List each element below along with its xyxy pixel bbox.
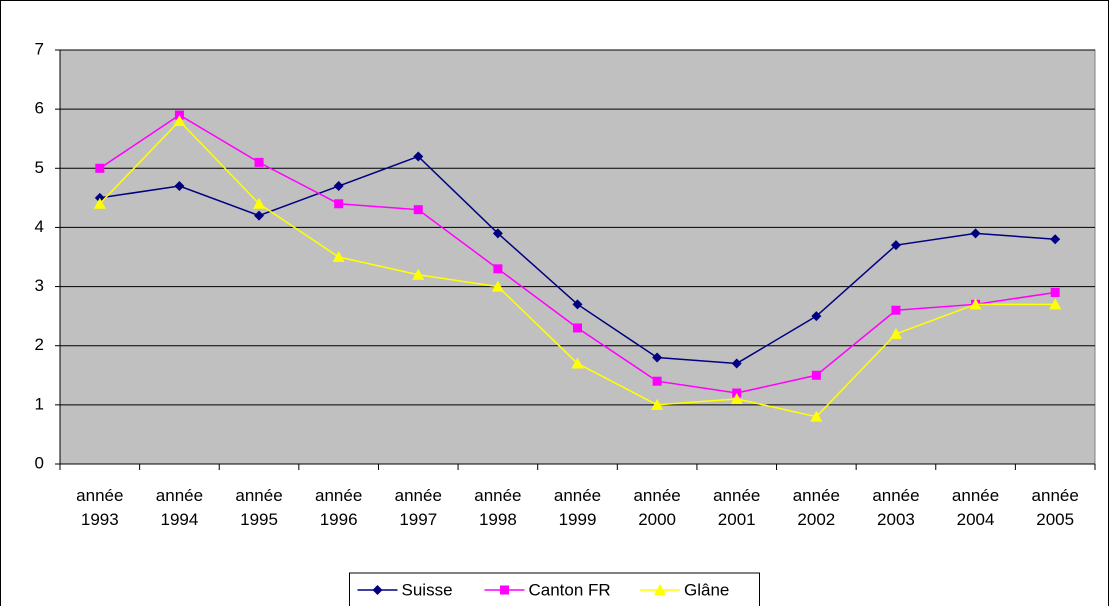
marker [730,392,743,404]
marker [173,114,186,126]
x-tick-label: année 1994 [155,486,204,529]
marker [651,398,664,410]
y-tick-label: 2 [35,335,44,354]
x-tick-label: année 1993 [76,486,124,529]
marker [1050,287,1060,297]
marker [811,370,821,380]
marker [500,585,509,595]
x-tick-label: année 1995 [235,486,283,529]
legend-box [349,572,760,606]
y-tick-label: 0 [35,453,44,472]
marker [970,228,981,239]
marker [333,181,344,192]
marker [413,151,424,162]
legend-label: Glâne [684,580,729,599]
marker [412,268,425,280]
marker [652,352,663,363]
x-tick-label: année 2001 [713,486,761,529]
x-tick-label: année 1996 [315,486,363,529]
y-tick-label: 5 [35,158,44,177]
marker [253,197,266,209]
x-tick-label: année 2003 [872,486,920,529]
marker [731,358,742,369]
x-tick-label: année 2005 [1031,486,1079,529]
marker [174,181,185,192]
marker [332,251,345,262]
x-tick-label: année 1997 [394,486,442,529]
marker [652,376,662,386]
marker [573,323,582,333]
y-tick-label: 6 [35,99,44,118]
marker [95,163,105,173]
marker [889,327,902,339]
marker [890,240,901,251]
marker [810,410,823,422]
x-tick-label: année 2000 [633,486,681,529]
marker [493,264,503,274]
marker [254,210,265,221]
marker [969,298,982,310]
legend-label: Canton FR [529,580,611,599]
legend: Suisse Canton FR Glâne [349,572,760,606]
y-tick-label: 4 [35,217,44,236]
marker [254,157,264,167]
x-tick-label: année 2002 [792,486,840,529]
legend-label: Suisse [402,580,453,599]
marker [571,357,584,369]
y-tick-label: 7 [35,39,44,58]
marker [372,585,383,595]
plot-area [59,49,1096,465]
marker [334,199,344,209]
marker [811,311,822,322]
marker [572,299,583,310]
marker [491,280,504,292]
marker [1050,234,1061,245]
y-tick-label: 3 [35,276,44,295]
x-tick-label: année 1998 [474,486,522,529]
x-tick-label: année 2004 [951,486,1000,529]
marker [492,228,503,239]
x-tick-label: année 1999 [553,486,602,529]
marker [1049,298,1062,310]
marker [891,305,901,315]
marker [654,584,666,595]
marker [93,197,106,209]
y-tick-label: 1 [35,394,44,413]
marker [413,205,423,215]
